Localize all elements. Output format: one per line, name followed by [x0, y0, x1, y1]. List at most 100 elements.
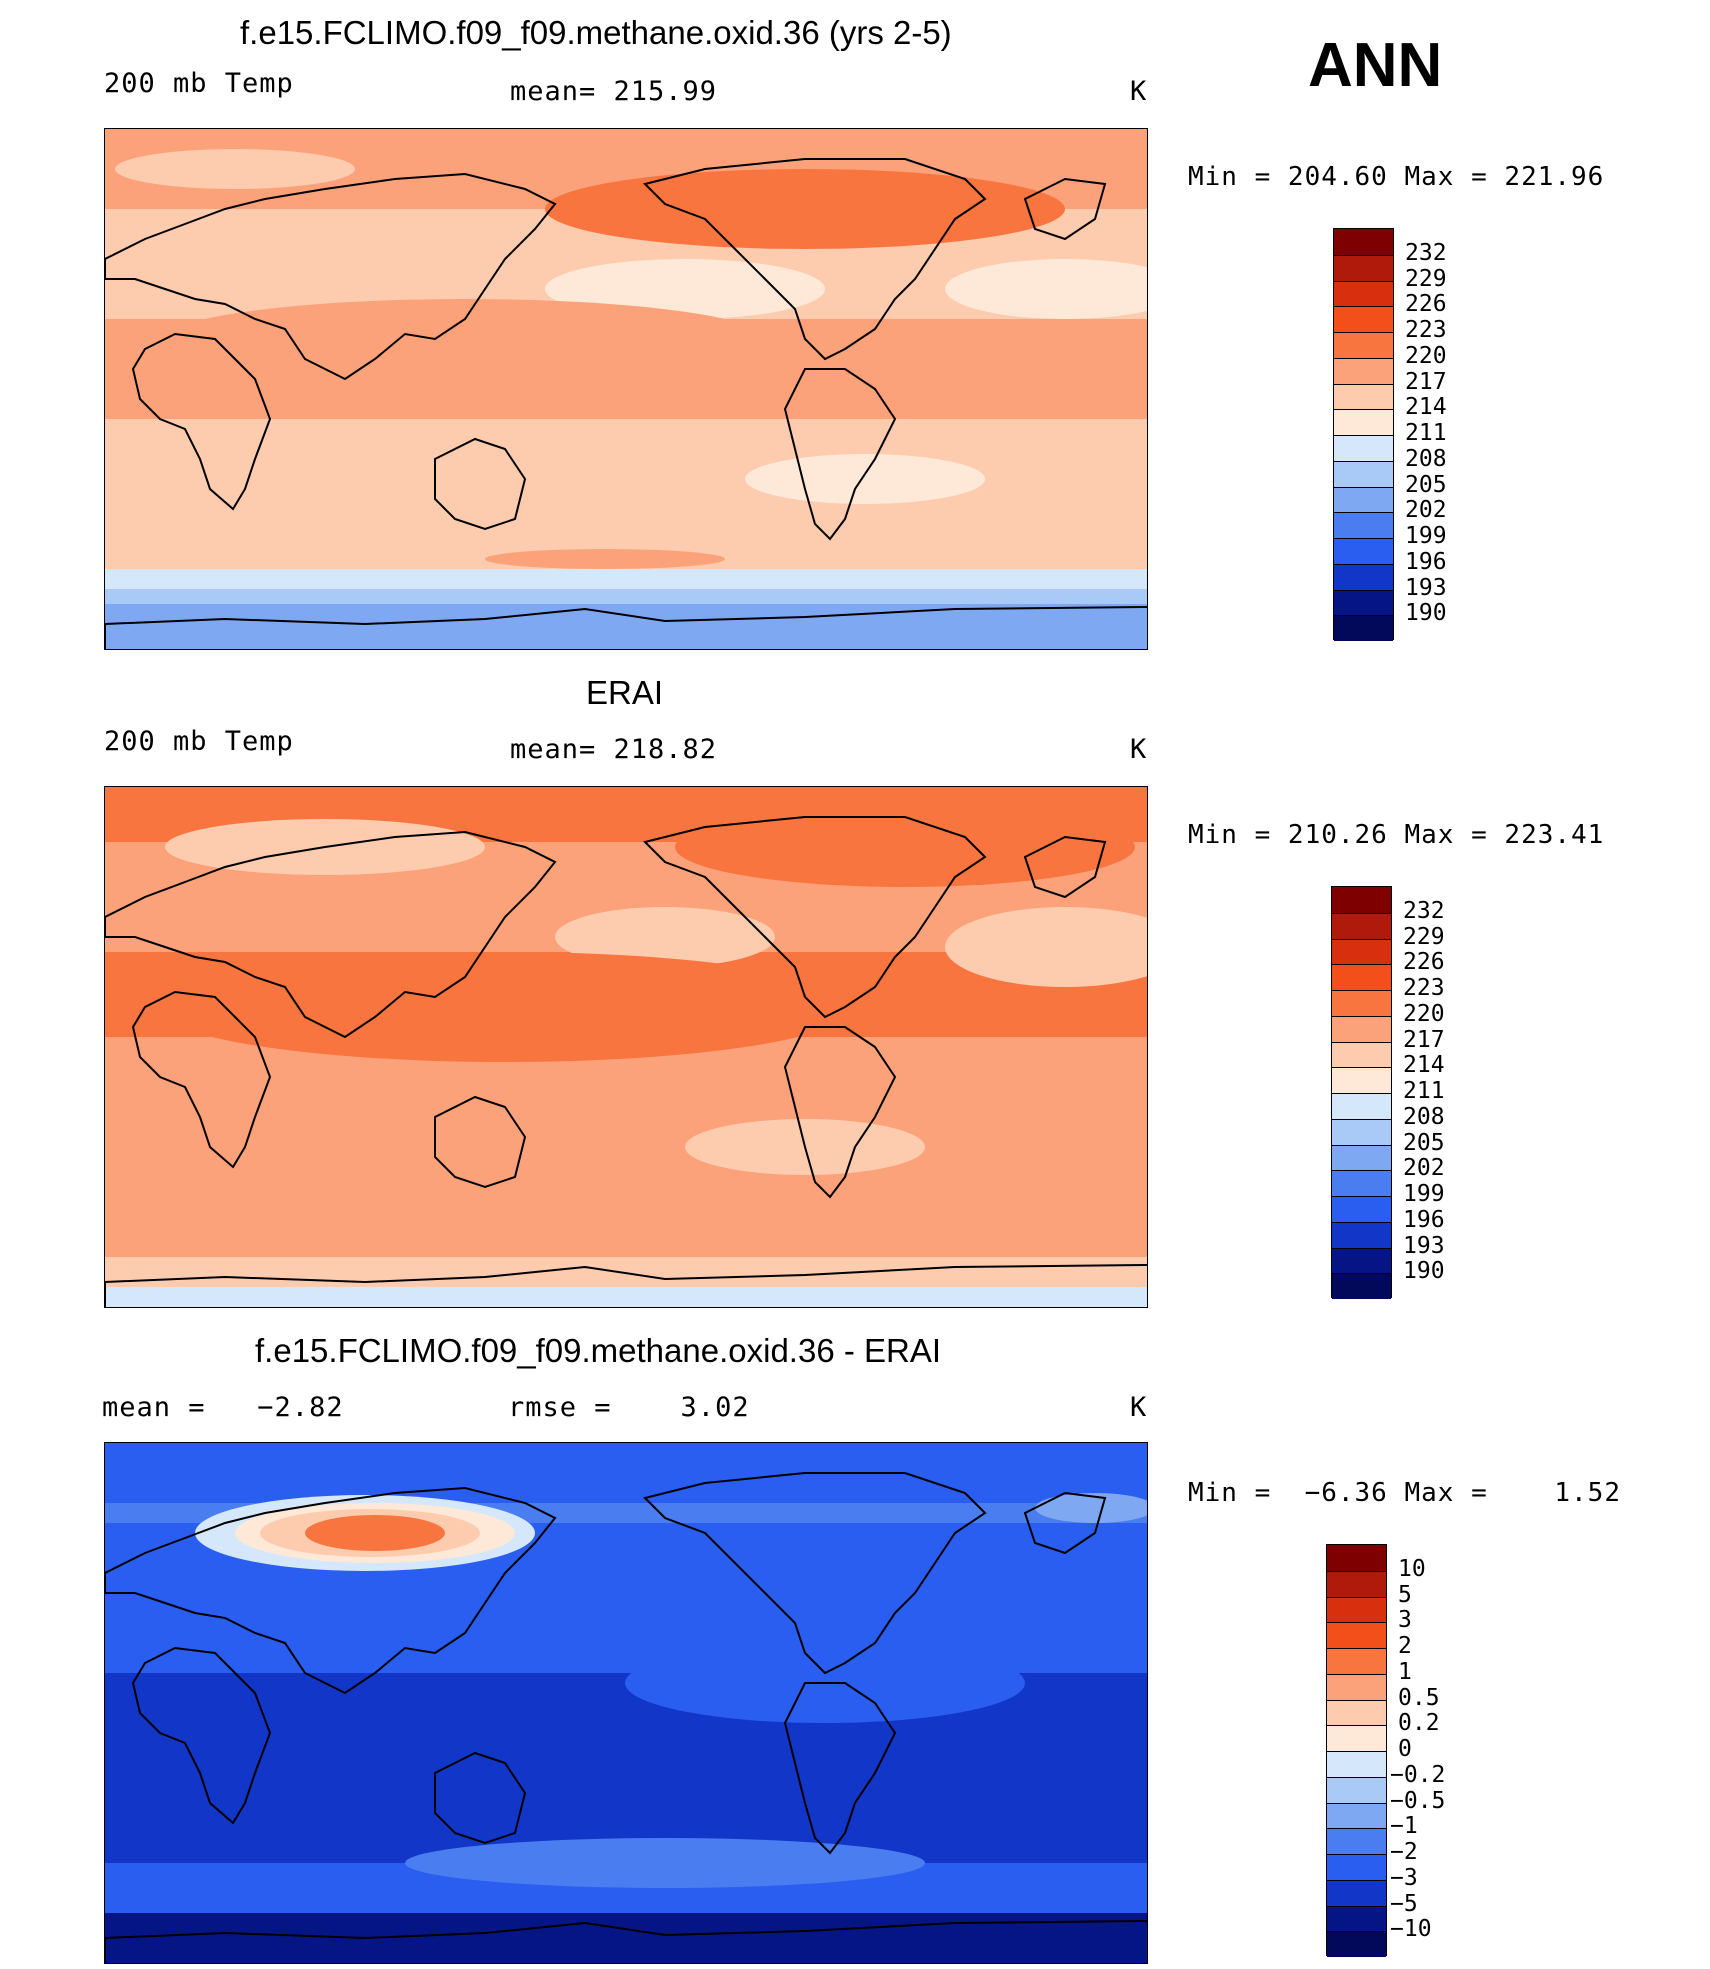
colorbar-swatch [1334, 460, 1393, 487]
colorbar-label: 229 [1405, 265, 1447, 292]
colorbar-label: −1 [1390, 1813, 1418, 1840]
colorbar-swatch [1332, 1221, 1391, 1248]
coastline [783, 1026, 897, 1199]
colorbar-label: −10 [1390, 1916, 1432, 1943]
coastline [434, 1751, 527, 1845]
contour-region [305, 1515, 445, 1551]
coastline [105, 606, 1147, 649]
colorbar-swatch [1334, 486, 1393, 513]
colorbar-swatch [1334, 357, 1393, 384]
panel-1-variable-label: 200 mb Temp [104, 68, 294, 99]
coastline [1023, 835, 1107, 899]
colorbar-label: −0.5 [1390, 1787, 1446, 1814]
panel-1-units: K [1130, 76, 1148, 107]
colorbar-label: −5 [1390, 1890, 1418, 1917]
colorbar-label: 199 [1405, 523, 1447, 549]
colorbar-swatch [1332, 1196, 1391, 1222]
colorbar-label: 5 [1398, 1581, 1412, 1608]
colorbar-swatch [1332, 938, 1391, 965]
colorbar-label: 211 [1403, 1078, 1445, 1104]
colorbar-label: 214 [1405, 394, 1447, 421]
panel-1-mean-label: mean= 215.99 [510, 76, 718, 107]
contour-region [545, 259, 825, 319]
contour-band [105, 1943, 1147, 1963]
colorbar-label: 220 [1403, 1000, 1445, 1027]
colorbar-label: 205 [1403, 1129, 1445, 1156]
colorbar-label: 0 [1398, 1736, 1412, 1762]
coastline [643, 1472, 987, 1675]
colorbar-label: 0.2 [1398, 1710, 1440, 1737]
colorbar-swatch [1327, 1545, 1386, 1571]
colorbar-swatch [1332, 990, 1391, 1016]
colorbar-swatch [1327, 1905, 1386, 1932]
colorbar-label: 208 [1403, 1103, 1445, 1130]
colorbar-label: 202 [1405, 497, 1447, 524]
panel-1-map [104, 128, 1148, 650]
colorbar-label: 217 [1405, 368, 1447, 395]
coastline [434, 437, 527, 531]
panel-2-colorbar [1331, 886, 1392, 1299]
panel-1-title: f.e15.FCLIMO.f09_f09.methane.oxid.36 (yr… [240, 14, 952, 51]
panel-3-minmax: Min = −6.36 Max = 1.52 [1188, 1478, 1621, 1508]
panel-2-minmax: Min = 210.26 Max = 223.41 [1188, 820, 1605, 850]
colorbar-label: 3 [1398, 1607, 1412, 1634]
colorbar-label: 232 [1405, 239, 1447, 266]
colorbar-label: −3 [1390, 1864, 1418, 1891]
contour-band [105, 419, 1147, 569]
colorbar-label: 214 [1403, 1052, 1445, 1079]
coastline [131, 332, 272, 511]
contour-region [165, 299, 765, 379]
contour-band [105, 1257, 1147, 1287]
panel-3-units: K [1130, 1392, 1148, 1423]
colorbar-label: 10 [1398, 1555, 1426, 1582]
coastline [434, 1095, 527, 1189]
colorbar-swatch [1327, 1828, 1386, 1854]
colorbar-label: 202 [1403, 1155, 1445, 1182]
coastline [131, 990, 272, 1169]
colorbar-swatch [1334, 306, 1393, 332]
colorbar-swatch [1327, 1622, 1386, 1648]
contour-band [105, 1443, 1147, 1503]
colorbar-swatch [1334, 512, 1393, 538]
coastline [643, 158, 987, 361]
contour-band [105, 604, 1147, 649]
colorbar-swatch [1334, 409, 1393, 435]
colorbar-label: −2 [1390, 1839, 1418, 1865]
coastline [131, 1646, 272, 1825]
contour-band [105, 1913, 1147, 1943]
colorbar-label: 196 [1405, 548, 1447, 575]
contour-band [105, 1087, 1147, 1257]
colorbar-swatch [1327, 1931, 1386, 1957]
contour-region [155, 952, 855, 1062]
coastline [105, 172, 557, 381]
colorbar-swatch [1327, 1854, 1386, 1880]
colorbar-swatch [1332, 887, 1391, 913]
colorbar-swatch [1334, 589, 1393, 616]
colorbar-swatch [1334, 254, 1393, 281]
colorbar-swatch [1334, 538, 1393, 564]
colorbar-swatch [1332, 1273, 1391, 1299]
colorbar-swatch [1327, 1570, 1386, 1597]
panel-2-units: K [1130, 734, 1148, 765]
colorbar-swatch [1334, 383, 1393, 410]
colorbar-swatch [1334, 332, 1393, 358]
panel-3-rmse-label: rmse = 3.02 [508, 1392, 750, 1423]
colorbar-label: 193 [1405, 574, 1447, 601]
colorbar-swatch [1332, 1144, 1391, 1171]
colorbar-label: 199 [1403, 1181, 1445, 1207]
panel-1-minmax: Min = 204.60 Max = 221.96 [1188, 162, 1605, 192]
contour-region [1035, 1493, 1147, 1523]
colorbar-label: 226 [1405, 291, 1447, 318]
colorbar-swatch [1332, 964, 1391, 990]
contour-region [405, 1838, 925, 1888]
colorbar-swatch [1332, 1118, 1391, 1145]
colorbar-label: 0.5 [1398, 1684, 1440, 1711]
contour-region [545, 169, 1065, 249]
contour-region [555, 907, 775, 967]
colorbar-swatch [1327, 1725, 1386, 1751]
panel-3-mean-label: mean = −2.82 [102, 1392, 344, 1423]
panel-2-variable-label: 200 mb Temp [104, 726, 294, 757]
colorbar-label: 190 [1405, 600, 1447, 627]
contour-band [105, 1573, 1147, 1673]
panel-2-map [104, 786, 1148, 1308]
